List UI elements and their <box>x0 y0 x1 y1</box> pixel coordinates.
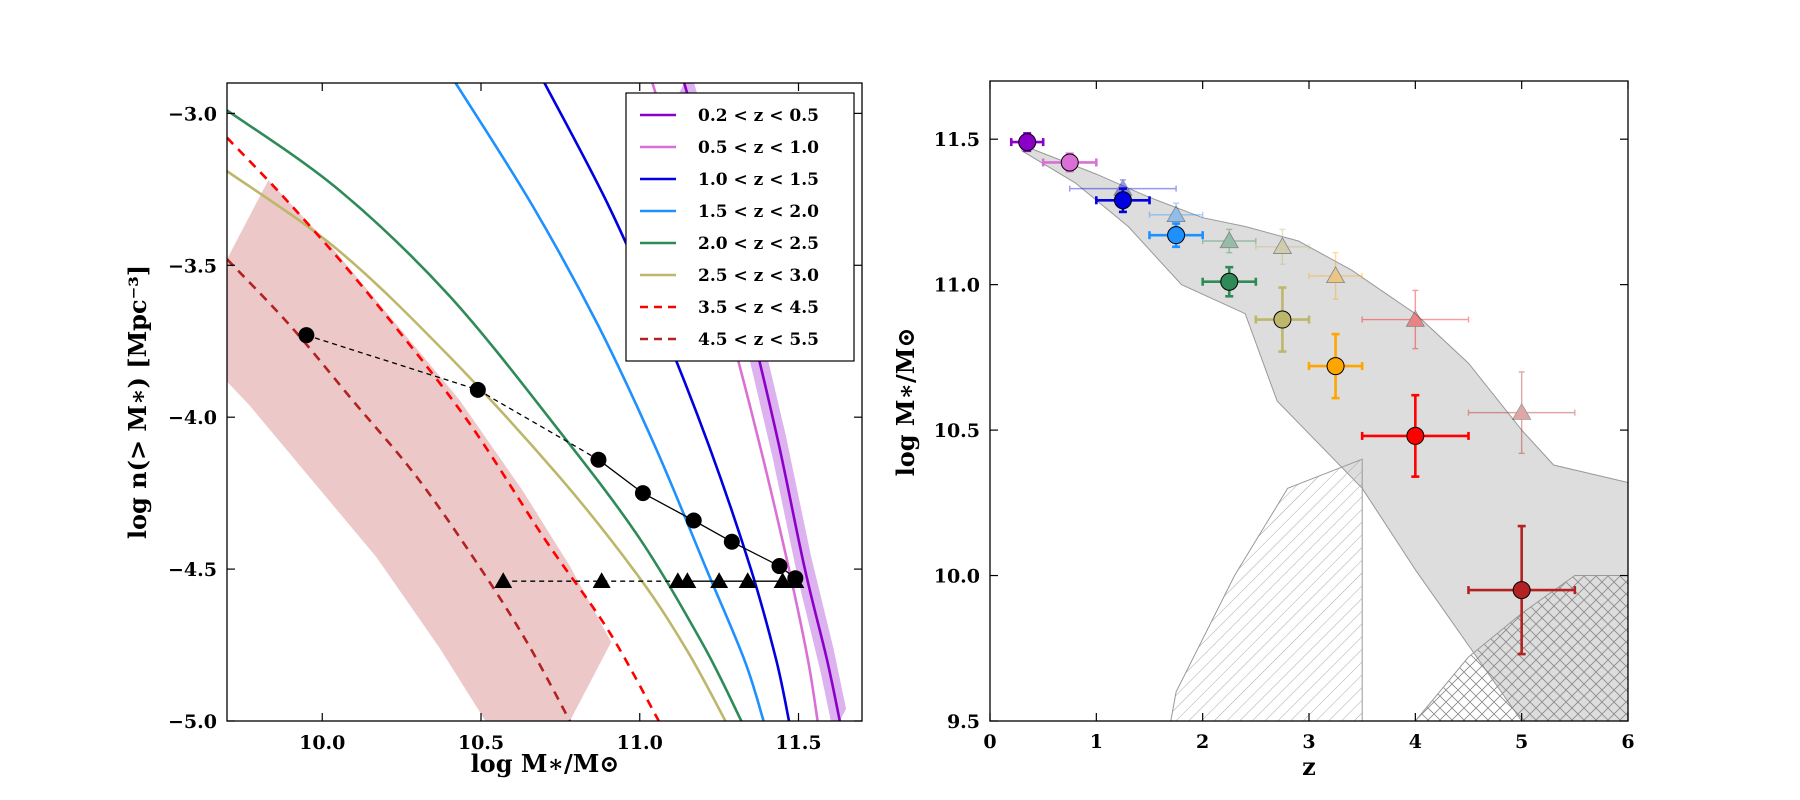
circle-point-8 <box>1467 524 1577 656</box>
right-xtick-label: 3 <box>1302 731 1315 753</box>
series-line-2-0-z-2-5 <box>227 109 743 721</box>
circle-point-7 <box>1360 393 1470 478</box>
left-xtick-label: 11.0 <box>617 732 663 754</box>
left-xtick-label: 10.5 <box>458 732 504 754</box>
right-ytick-label: 11.5 <box>934 129 980 151</box>
triangle-point-4 <box>1308 251 1363 300</box>
right-ytick-label: 10.5 <box>934 420 980 442</box>
circle-point-1 <box>1041 152 1098 173</box>
circle-marker-6 <box>771 558 788 575</box>
circle-point-5 <box>1254 286 1311 353</box>
right-panel: 0 1 2 3 4 5 6 9.5 10.0 10.5 11.0 11.5 z log M∗/M⊙ <box>891 80 1635 781</box>
legend-box <box>625 92 855 362</box>
circle-marker-0 <box>298 327 315 344</box>
right-xlabel: z <box>1302 752 1316 781</box>
right-ytick-label: 11.0 <box>934 275 980 297</box>
right-xtick-label: 2 <box>1196 731 1209 753</box>
right-ytick-label: 9.5 <box>947 711 980 733</box>
triangle-marker-3 <box>678 572 697 588</box>
legend-label-2-0-z-2-5: 2.0 < z < 2.5 <box>698 234 819 254</box>
right-xtick-label: 1 <box>1090 731 1103 753</box>
right-xtick-label: 4 <box>1409 731 1422 753</box>
circle-point-6 <box>1307 332 1364 400</box>
circle-connector-dashed <box>306 334 599 461</box>
triangle-point-5 <box>1361 289 1470 350</box>
left-ytick-label: −3.5 <box>168 255 217 277</box>
legend-label-0-5-z-1-0: 0.5 < z < 1.0 <box>698 138 819 158</box>
series-line-1-0-z-1-5 <box>543 83 791 721</box>
legend-label-1-5-z-2-0: 1.5 < z < 2.0 <box>698 202 819 222</box>
triangle-marker-0 <box>494 572 513 588</box>
left-ytick-label: −3.0 <box>168 103 217 125</box>
right-xtick-label: 5 <box>1515 731 1528 753</box>
series-line-1-5-z-2-0 <box>454 83 765 721</box>
triangle-point-3 <box>1255 228 1310 265</box>
series-line-3-5-z-4-5 <box>227 136 660 721</box>
triangle-point-6 <box>1467 371 1576 455</box>
legend-label-3-5-z-4-5: 3.5 < z < 4.5 <box>698 298 819 318</box>
left-axes-frame <box>226 82 863 722</box>
legend-label-0-2-z-0-5: 0.2 < z < 0.5 <box>698 106 819 126</box>
left-ylabel: log n(> M∗) [Mpc⁻³] <box>123 265 152 539</box>
triangle-marker-7 <box>786 572 805 588</box>
shaded-region <box>1021 144 1628 721</box>
triangle-marker-5 <box>738 572 757 588</box>
legend-label-4-5-z-5-5: 4.5 < z < 5.5 <box>698 330 819 350</box>
circle-marker-3 <box>634 485 651 502</box>
left-ytick-label: −5.0 <box>168 711 217 733</box>
left-ytick-label: −4.5 <box>168 559 217 581</box>
triangle-marker-4 <box>710 572 729 588</box>
series-line-2-5-z-3-0 <box>227 170 727 721</box>
right-xtick-label: 6 <box>1621 731 1634 753</box>
hatched-region-0 <box>1170 458 1363 721</box>
left-xtick-label: 10.0 <box>299 732 345 754</box>
circle-point-4 <box>1201 265 1258 298</box>
circle-marker-5 <box>723 533 740 550</box>
legend-label-2-5-z-3-0: 2.5 < z < 3.0 <box>698 266 819 286</box>
band-4-5-z-5-5 <box>227 180 612 721</box>
right-ylabel: log M∗/M⊙ <box>891 328 920 477</box>
circle-marker-2 <box>590 451 607 468</box>
legend-label-1-0-z-1-5: 1.0 < z < 1.5 <box>698 170 819 190</box>
circle-point-3 <box>1148 222 1204 249</box>
left-ytick-label: −4.0 <box>168 407 217 429</box>
left-xtick-label: 11.5 <box>775 732 821 754</box>
circle-point-0 <box>1009 132 1045 153</box>
circle-marker-1 <box>469 381 486 398</box>
circle-marker-4 <box>685 512 702 529</box>
legend: 0.2 < z < 0.5 0.5 < z < 1.0 1.0 < z < 1.5 1… <box>625 92 855 362</box>
triangle-marker-6 <box>773 572 792 588</box>
circle-point-2 <box>1095 187 1151 214</box>
left-xlabel: log M∗/M⊙ <box>471 749 620 778</box>
series-line-4-5-z-5-5 <box>227 258 572 721</box>
right-xtick-label: 0 <box>983 731 996 753</box>
left-panel: 10.0 10.5 11.0 11.5 −3.0 −3.5 −4.0 −4.5 −5.0 log… <box>123 82 863 778</box>
triangle-marker-1 <box>592 572 611 588</box>
right-ytick-label: 10.0 <box>934 566 980 588</box>
